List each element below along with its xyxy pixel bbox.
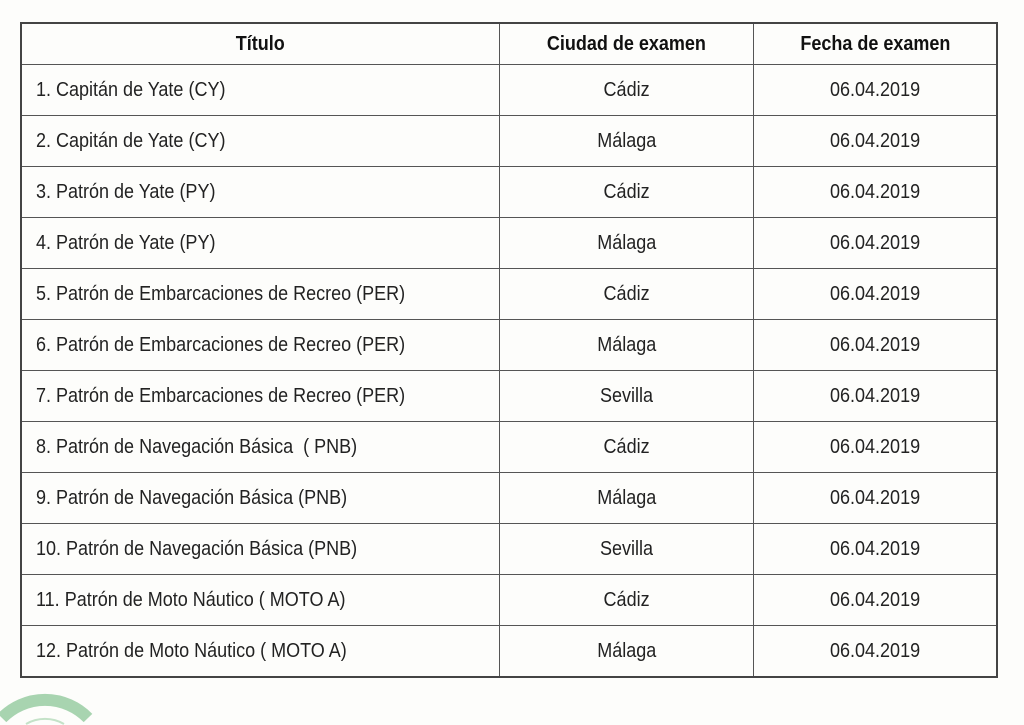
cell-fecha-text: 06.04.2019 (829, 384, 921, 407)
cell-titulo-text: 11. Patrón de Moto Náutico ( MOTO A) (36, 588, 346, 611)
table-row: 1. Capitán de Yate (CY) Cádiz 06.04.2019 (20, 64, 998, 116)
header-label: Título (236, 32, 285, 55)
cell-fecha: 06.04.2019 (753, 319, 998, 371)
cell-titulo-text: 7. Patrón de Embarcaciones de Recreo (PE… (36, 384, 406, 407)
cell-ciudad-text: Sevilla (599, 384, 654, 407)
cell-titulo-text: 2. Capitán de Yate (CY) (36, 129, 226, 152)
cell-ciudad: Cádiz (499, 574, 754, 626)
cell-fecha-text: 06.04.2019 (829, 486, 921, 509)
cell-titulo: 10. Patrón de Navegación Básica (PNB) (20, 523, 500, 575)
cell-ciudad: Málaga (499, 472, 754, 524)
header-ciudad: Ciudad de examen (499, 22, 754, 65)
cell-titulo-text: 4. Patrón de Yate (PY) (36, 231, 216, 254)
cell-fecha-text: 06.04.2019 (829, 129, 921, 152)
cell-fecha: 06.04.2019 (753, 115, 998, 167)
cell-ciudad-text: Cádiz (603, 282, 650, 305)
cell-titulo: 5. Patrón de Embarcaciones de Recreo (PE… (20, 268, 500, 320)
cell-titulo: 11. Patrón de Moto Náutico ( MOTO A) (20, 574, 500, 626)
cell-fecha: 06.04.2019 (753, 166, 998, 218)
cell-titulo-text: 6. Patrón de Embarcaciones de Recreo (PE… (36, 333, 406, 356)
cell-fecha: 06.04.2019 (753, 625, 998, 678)
cell-ciudad: Sevilla (499, 370, 754, 422)
cell-ciudad: Sevilla (499, 523, 754, 575)
cell-fecha: 06.04.2019 (753, 217, 998, 269)
cell-fecha: 06.04.2019 (753, 574, 998, 626)
cell-ciudad: Cádiz (499, 268, 754, 320)
cell-ciudad: Málaga (499, 625, 754, 678)
cell-ciudad: Málaga (499, 217, 754, 269)
cell-fecha-text: 06.04.2019 (829, 537, 921, 560)
logo-inner-arc (25, 717, 65, 725)
cell-titulo-text: 9. Patrón de Navegación Básica (PNB) (36, 486, 348, 509)
green-arc-logo-icon (0, 693, 93, 725)
cell-ciudad-text: Málaga (596, 333, 657, 356)
cell-ciudad-text: Cádiz (603, 588, 650, 611)
cell-titulo: 8. Patrón de Navegación Básica ( PNB) (20, 421, 500, 473)
table-row: 2. Capitán de Yate (CY) Málaga 06.04.2019 (20, 115, 998, 167)
cell-fecha-text: 06.04.2019 (829, 180, 921, 203)
cell-titulo: 1. Capitán de Yate (CY) (20, 64, 500, 116)
header-titulo: Título (20, 22, 500, 65)
table-row: 8. Patrón de Navegación Básica ( PNB) Cád… (20, 421, 998, 473)
table-row: 12. Patrón de Moto Náutico ( MOTO A) Mála… (20, 625, 998, 678)
cell-titulo-text: 12. Patrón de Moto Náutico ( MOTO A) (36, 639, 347, 662)
cell-ciudad-text: Málaga (596, 129, 657, 152)
cell-fecha: 06.04.2019 (753, 370, 998, 422)
table-row: 11. Patrón de Moto Náutico ( MOTO A) Cádi… (20, 574, 998, 626)
header-fecha: Fecha de examen (753, 22, 998, 65)
table-row: 5. Patrón de Embarcaciones de Recreo (PE… (20, 268, 998, 320)
cell-ciudad-text: Málaga (596, 231, 657, 254)
cell-fecha-text: 06.04.2019 (829, 639, 921, 662)
cell-fecha-text: 06.04.2019 (829, 78, 921, 101)
cell-fecha-text: 06.04.2019 (829, 588, 921, 611)
table-row: 9. Patrón de Navegación Básica (PNB) Mála… (20, 472, 998, 524)
cell-titulo: 4. Patrón de Yate (PY) (20, 217, 500, 269)
cell-titulo: 12. Patrón de Moto Náutico ( MOTO A) (20, 625, 500, 678)
cell-fecha: 06.04.2019 (753, 472, 998, 524)
cell-ciudad-text: Cádiz (603, 78, 650, 101)
cell-titulo-text: 1. Capitán de Yate (CY) (36, 78, 226, 101)
cell-ciudad-text: Málaga (596, 639, 657, 662)
cell-fecha: 06.04.2019 (753, 268, 998, 320)
table-header-row: Título Ciudad de examen Fecha de examen (20, 22, 998, 65)
table-row: 7. Patrón de Embarcaciones de Recreo (PE… (20, 370, 998, 422)
cell-ciudad: Cádiz (499, 64, 754, 116)
cell-ciudad-text: Cádiz (603, 435, 650, 458)
cell-ciudad: Málaga (499, 319, 754, 371)
cell-titulo: 7. Patrón de Embarcaciones de Recreo (PE… (20, 370, 500, 422)
cell-ciudad-text: Cádiz (603, 180, 650, 203)
cell-titulo-text: 8. Patrón de Navegación Básica ( PNB) (36, 435, 358, 458)
cell-ciudad: Cádiz (499, 421, 754, 473)
table-row: 6. Patrón de Embarcaciones de Recreo (PE… (20, 319, 998, 371)
cell-ciudad: Málaga (499, 115, 754, 167)
header-label: Fecha de examen (799, 32, 951, 55)
cell-titulo-text: 5. Patrón de Embarcaciones de Recreo (PE… (36, 282, 406, 305)
cell-fecha: 06.04.2019 (753, 64, 998, 116)
cell-fecha: 06.04.2019 (753, 421, 998, 473)
cell-fecha-text: 06.04.2019 (829, 282, 921, 305)
cell-fecha-text: 06.04.2019 (829, 231, 921, 254)
header-label: Ciudad de examen (546, 32, 707, 55)
table-row: 4. Patrón de Yate (PY) Málaga 06.04.2019 (20, 217, 998, 269)
logo-outer-arc (0, 693, 93, 723)
table-row: 3. Patrón de Yate (PY) Cádiz 06.04.2019 (20, 166, 998, 218)
cell-ciudad-text: Málaga (596, 486, 657, 509)
cell-titulo-text: 10. Patrón de Navegación Básica (PNB) (36, 537, 358, 560)
cell-fecha: 06.04.2019 (753, 523, 998, 575)
cell-ciudad-text: Sevilla (599, 537, 654, 560)
cell-fecha-text: 06.04.2019 (829, 333, 921, 356)
cell-ciudad: Cádiz (499, 166, 754, 218)
cell-titulo: 9. Patrón de Navegación Básica (PNB) (20, 472, 500, 524)
table-row: 10. Patrón de Navegación Básica (PNB) Sev… (20, 523, 998, 575)
cell-titulo: 6. Patrón de Embarcaciones de Recreo (PE… (20, 319, 500, 371)
cell-fecha-text: 06.04.2019 (829, 435, 921, 458)
cell-titulo: 3. Patrón de Yate (PY) (20, 166, 500, 218)
cell-titulo-text: 3. Patrón de Yate (PY) (36, 180, 216, 203)
cell-titulo: 2. Capitán de Yate (CY) (20, 115, 500, 167)
exam-schedule-table: Título Ciudad de examen Fecha de examen … (20, 22, 998, 678)
